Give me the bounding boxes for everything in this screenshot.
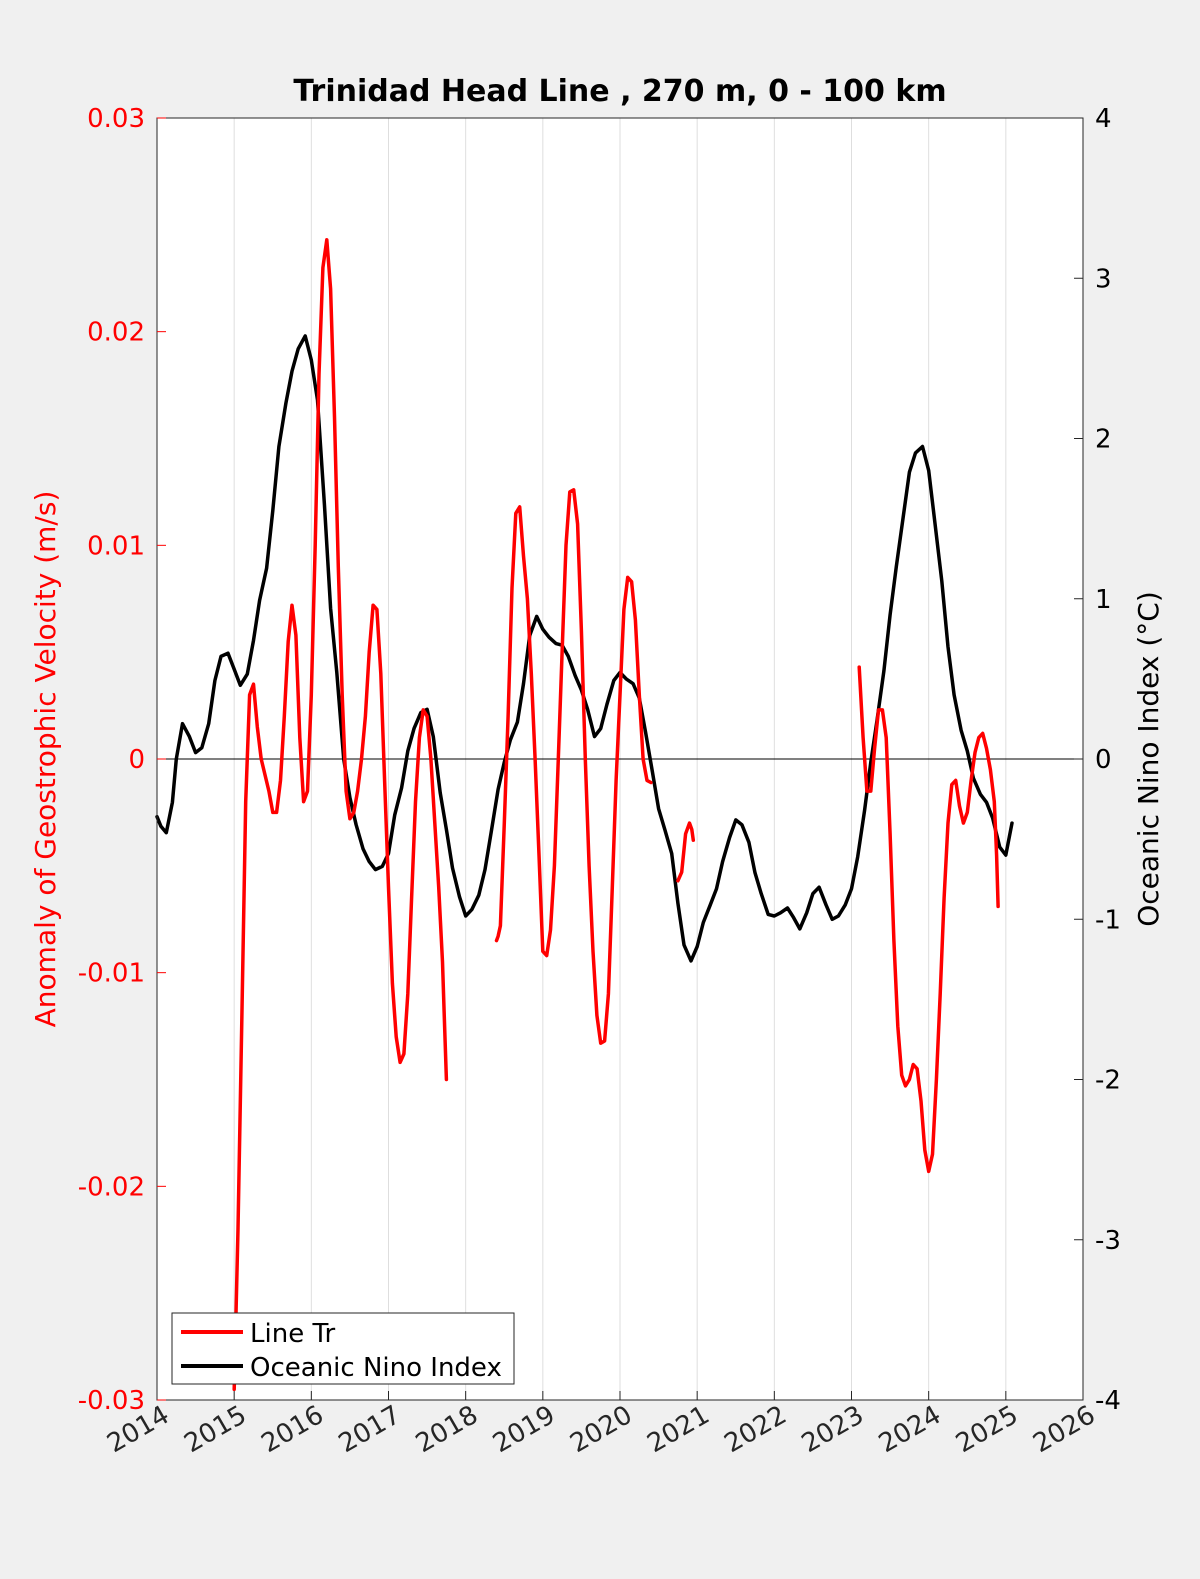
- legend-label-oni: Oceanic Nino Index: [250, 1353, 502, 1383]
- left-tick-label: 0.03: [87, 104, 145, 134]
- right-axis-label: Oceanic Nino Index (°C): [1132, 591, 1165, 927]
- legend: Line Tr Oceanic Nino Index: [171, 1312, 515, 1385]
- legend-box: [171, 1312, 515, 1385]
- series-line-oceanic-nino-index: [155, 334, 1014, 963]
- right-tick-label: -1: [1095, 905, 1121, 935]
- chart-title: Trinidad Head Line , 270 m, 0 - 100 km: [293, 74, 946, 109]
- right-tick-label: -2: [1095, 1066, 1121, 1096]
- right-tick-label: -3: [1095, 1226, 1121, 1256]
- left-tick-label: -0.01: [78, 959, 145, 989]
- left-tick-label: -0.02: [78, 1172, 145, 1202]
- left-tick-label: 0.02: [87, 318, 145, 348]
- series-line-line-tr: [676, 821, 696, 883]
- left-tick-label: 0.01: [87, 531, 145, 561]
- legend-label-line-tr: Line Tr: [250, 1319, 336, 1349]
- right-tick-label: 0: [1095, 745, 1112, 775]
- right-tick-label: 1: [1095, 585, 1112, 615]
- left-axis-label: Anomaly of Geostrophic Velocity (m/s): [29, 491, 62, 1028]
- series-line-line-tr: [857, 665, 1000, 1174]
- series-line-line-tr: [494, 488, 653, 1045]
- series-group: [155, 238, 1014, 1392]
- right-tick-label: 3: [1095, 264, 1112, 294]
- right-tick-label: 4: [1095, 104, 1112, 134]
- right-tick-label: 2: [1095, 425, 1112, 455]
- right-tick-label: -4: [1095, 1386, 1121, 1416]
- left-tick-label: 0: [128, 745, 145, 775]
- series-line-line-tr: [232, 238, 449, 1392]
- left-tick-label: -0.03: [78, 1386, 145, 1416]
